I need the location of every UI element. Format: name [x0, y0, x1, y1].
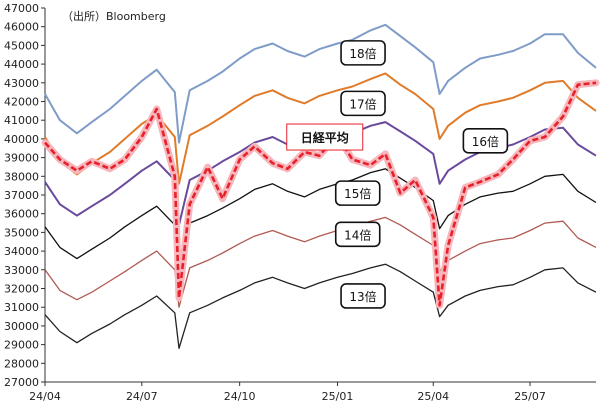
series-label-1: 18倍 — [340, 40, 386, 66]
y-tick-label: 27000 — [4, 376, 39, 389]
label-box — [334, 180, 381, 206]
label-text: 14倍 — [344, 227, 371, 242]
series-label-7: 13倍 — [340, 283, 386, 309]
series-label-5: 15倍 — [334, 180, 381, 206]
series-line-4 — [44, 168, 597, 267]
series-label-6: 14倍 — [334, 221, 381, 248]
y-tick-label: 40000 — [4, 133, 39, 146]
label-box — [286, 123, 364, 151]
y-tick-label: 43000 — [4, 77, 39, 90]
y-tick-label: 38000 — [4, 170, 39, 183]
x-tick-label: 24/07 — [126, 390, 158, 403]
y-tick-label: 45000 — [4, 39, 39, 52]
y-tick-label: 37000 — [4, 189, 39, 202]
y-axis: 27000 28000 29000 30000 31000 32000 33000 34000… — [4, 2, 46, 389]
label-text: 16倍 — [472, 134, 499, 149]
x-tick-label: 25/07 — [514, 390, 546, 403]
series-label-3: 日経平均 — [286, 123, 364, 151]
y-tick-label: 34000 — [4, 245, 39, 258]
series-label-4: 16倍 — [462, 127, 509, 154]
source-note: （出所）Bloomberg — [62, 9, 166, 23]
y-tick-label: 31000 — [4, 301, 39, 314]
label-text: 17倍 — [349, 96, 376, 111]
label-box — [340, 40, 386, 66]
series-label-2: 17倍 — [340, 90, 386, 117]
label-box — [334, 221, 381, 248]
y-tick-label: 39000 — [4, 152, 39, 165]
label-box — [340, 283, 386, 309]
x-tick-label: 25/01 — [322, 390, 354, 403]
x-tick-label: 24/10 — [224, 390, 256, 403]
x-axis: 24/04 24/07 24/10 25/01 25/04 25/07 — [29, 381, 596, 403]
series-line-6 — [44, 263, 597, 349]
label-text: 13倍 — [349, 289, 376, 304]
label-box — [462, 127, 509, 154]
y-tick-label: 33000 — [4, 264, 39, 277]
y-tick-label: 42000 — [4, 96, 39, 109]
label-box — [340, 90, 386, 117]
series-line-5 — [44, 216, 597, 308]
y-tick-label: 36000 — [4, 208, 39, 221]
y-tick-label: 29000 — [4, 339, 39, 352]
nikkei-line — [44, 81, 597, 307]
label-text: 18倍 — [349, 46, 376, 61]
series-line-2 — [44, 72, 597, 185]
x-tick-label: 25/04 — [417, 390, 449, 403]
y-tick-label: 30000 — [4, 320, 39, 333]
y-tick-label: 32000 — [4, 283, 39, 296]
y-tick-label: 35000 — [4, 226, 39, 239]
y-tick-label: 47000 — [4, 2, 39, 15]
x-tick-label: 24/04 — [29, 390, 61, 403]
label-text: 15倍 — [344, 186, 371, 201]
y-tick-label: 41000 — [4, 114, 39, 127]
y-tick-label: 28000 — [4, 357, 39, 370]
series-line-1 — [44, 23, 597, 144]
label-text: 日経平均 — [301, 130, 349, 145]
y-tick-label: 44000 — [4, 58, 39, 71]
y-tick-label: 46000 — [4, 21, 39, 34]
